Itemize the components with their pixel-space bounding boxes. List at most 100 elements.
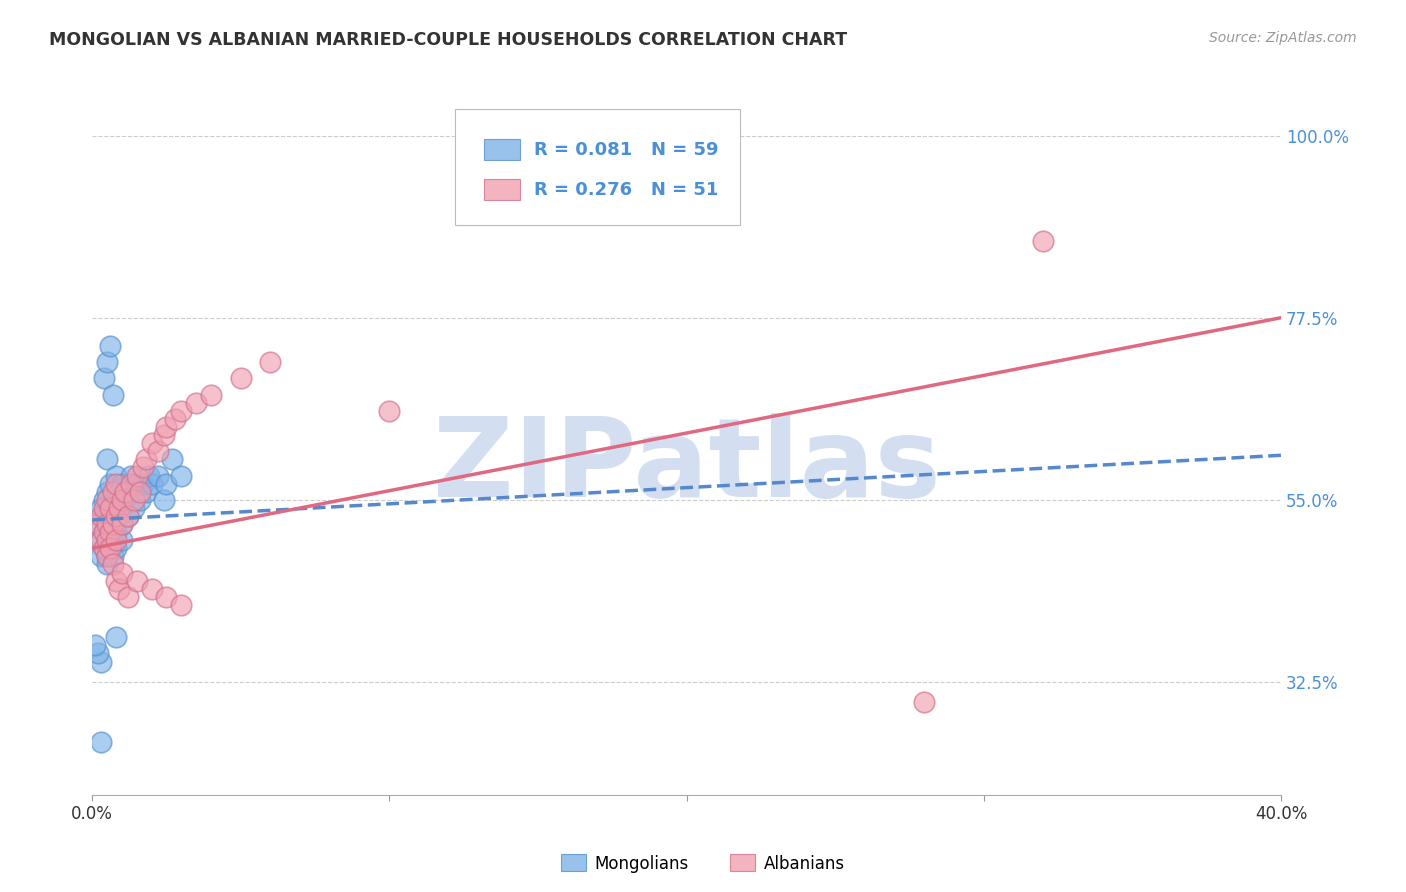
Point [98,500,121,515]
Point [101,533,124,548]
Text: ZIPatlas: ZIPatlas [433,413,941,520]
Point [125,476,148,491]
Point [117,508,139,523]
Point [141,436,163,450]
Point [96,516,118,531]
Point [104,468,127,483]
Point [96,355,118,369]
Point [104,492,127,507]
Point [186,395,208,409]
Point [135,452,157,467]
Point [141,582,163,596]
Point [111,566,134,580]
Point [96,558,118,572]
Point [122,500,145,515]
Point [104,574,127,588]
Point [93,492,115,507]
Point [117,508,139,523]
Point [108,484,131,499]
Point [104,541,127,556]
Point [96,508,118,523]
Point [155,476,177,491]
Point [162,452,184,467]
Point [135,484,157,499]
Point [114,484,136,499]
Point [111,492,134,507]
Point [93,525,115,540]
Point [155,420,177,434]
Point [1032,234,1054,248]
Point [90,533,112,548]
Text: Source: ZipAtlas.com: Source: ZipAtlas.com [1209,31,1357,45]
Point [111,516,134,531]
Point [93,371,115,385]
Legend: Mongolians, Albanians: Mongolians, Albanians [554,847,852,880]
Point [87,516,110,531]
Point [131,460,153,475]
Point [128,492,150,507]
Text: MONGOLIAN VS ALBANIAN MARRIED-COUPLE HOUSEHOLDS CORRELATION CHART: MONGOLIAN VS ALBANIAN MARRIED-COUPLE HOU… [49,31,848,49]
Point [90,533,112,548]
Point [104,533,127,548]
Point [111,533,134,548]
Point [111,476,134,491]
Point [98,476,121,491]
Point [104,508,127,523]
Point [96,533,118,548]
Point [96,484,118,499]
Point [120,468,142,483]
Point [117,484,139,499]
Point [93,541,115,556]
Point [96,549,118,564]
Point [122,492,145,507]
Point [170,598,193,612]
Point [152,492,174,507]
Point [125,574,148,588]
Point [101,484,124,499]
Point [98,525,121,540]
Point [104,630,127,644]
FancyBboxPatch shape [485,139,520,161]
Point [104,516,127,531]
Point [108,582,131,596]
Point [98,500,121,515]
Point [378,404,401,418]
Point [104,476,127,491]
Point [98,541,121,556]
Point [101,558,124,572]
Text: R = 0.081   N = 59: R = 0.081 N = 59 [534,141,718,159]
Point [87,647,110,661]
Point [96,533,118,548]
Point [111,500,134,515]
Point [120,476,142,491]
Point [146,444,169,458]
Point [259,355,281,369]
Point [200,387,222,401]
FancyBboxPatch shape [485,179,520,200]
Point [90,655,112,669]
Point [101,516,124,531]
Point [152,428,174,442]
Point [125,468,148,483]
Point [138,468,160,483]
Point [128,484,150,499]
Point [229,371,252,385]
Text: R = 0.276   N = 51: R = 0.276 N = 51 [534,181,718,199]
Point [96,516,118,531]
Point [90,500,112,515]
Point [96,492,118,507]
Point [96,549,118,564]
Point [96,452,118,467]
Point [165,412,187,426]
Point [912,695,935,709]
Point [101,549,124,564]
Point [98,525,121,540]
Point [108,508,131,523]
Point [146,468,169,483]
Point [101,387,124,401]
Point [117,590,139,604]
Point [90,549,112,564]
Point [98,339,121,353]
Point [84,639,107,653]
Point [98,516,121,531]
